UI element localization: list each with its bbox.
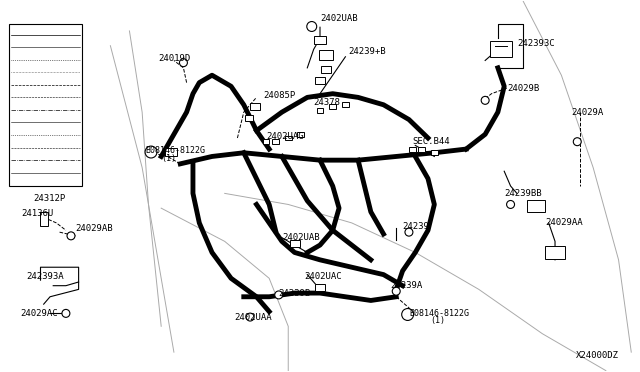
Bar (262, 139, 269, 144)
Text: 2402UAA: 2402UAA (234, 312, 272, 321)
Text: SEC.B44: SEC.B44 (412, 137, 450, 146)
Circle shape (67, 232, 75, 240)
Text: 24239B: 24239B (278, 289, 311, 298)
Text: 24029AB: 24029AB (76, 224, 113, 233)
Bar (40, 212, 47, 226)
Text: 2402UAB: 2402UAB (320, 13, 358, 22)
Bar (315, 284, 325, 291)
Bar (319, 50, 333, 60)
Text: 24239+B: 24239+B (349, 47, 386, 56)
Text: (1): (1) (430, 316, 445, 325)
Circle shape (145, 146, 157, 158)
Text: 24239A: 24239A (390, 281, 422, 290)
Bar (490, 41, 512, 57)
Bar (314, 36, 326, 44)
Bar (315, 77, 325, 84)
Text: 242393C: 242393C (517, 39, 554, 48)
Circle shape (573, 138, 581, 146)
Text: 24029AC: 24029AC (20, 309, 58, 318)
Text: 2402UAC: 2402UAC (304, 272, 342, 281)
Bar (408, 147, 415, 151)
Text: B08146-8122G: B08146-8122G (409, 309, 469, 318)
Circle shape (179, 59, 188, 67)
Circle shape (481, 96, 489, 104)
Bar (329, 104, 336, 109)
Circle shape (246, 313, 254, 321)
Text: 24136U: 24136U (22, 209, 54, 218)
Text: X24000DZ: X24000DZ (575, 350, 618, 359)
Bar (272, 139, 279, 144)
Text: 242393A: 242393A (26, 272, 64, 281)
Text: 24029AA: 24029AA (545, 218, 583, 227)
Text: (1): (1) (161, 154, 176, 163)
Circle shape (402, 308, 413, 320)
Bar (431, 150, 438, 155)
Bar (290, 240, 300, 247)
Bar (342, 102, 349, 107)
Circle shape (275, 291, 283, 299)
Text: 24029A: 24029A (571, 108, 603, 117)
Bar (545, 246, 565, 259)
Text: B08146-8122G: B08146-8122G (145, 147, 205, 155)
Bar (250, 103, 260, 110)
Text: 24019D: 24019D (158, 54, 190, 63)
Text: 2402UAB: 2402UAB (282, 233, 319, 242)
Text: 24239BB: 24239BB (504, 189, 542, 198)
Text: 24378: 24378 (314, 99, 340, 108)
Bar (245, 115, 253, 121)
Circle shape (62, 310, 70, 317)
Circle shape (392, 287, 400, 295)
Circle shape (405, 228, 413, 236)
Bar (418, 147, 425, 151)
Bar (9, 23, 82, 186)
Bar (527, 201, 545, 212)
Bar (321, 66, 332, 73)
Circle shape (307, 22, 317, 32)
Text: 24239: 24239 (403, 222, 429, 231)
Bar (285, 135, 292, 141)
Text: 24312P: 24312P (33, 195, 65, 203)
Text: 2402UAG: 2402UAG (266, 132, 303, 141)
Bar (164, 148, 177, 156)
Text: 24085P: 24085P (263, 91, 295, 100)
Text: 24029B: 24029B (508, 84, 540, 93)
Circle shape (507, 201, 515, 208)
Bar (298, 132, 305, 137)
Bar (317, 108, 323, 113)
